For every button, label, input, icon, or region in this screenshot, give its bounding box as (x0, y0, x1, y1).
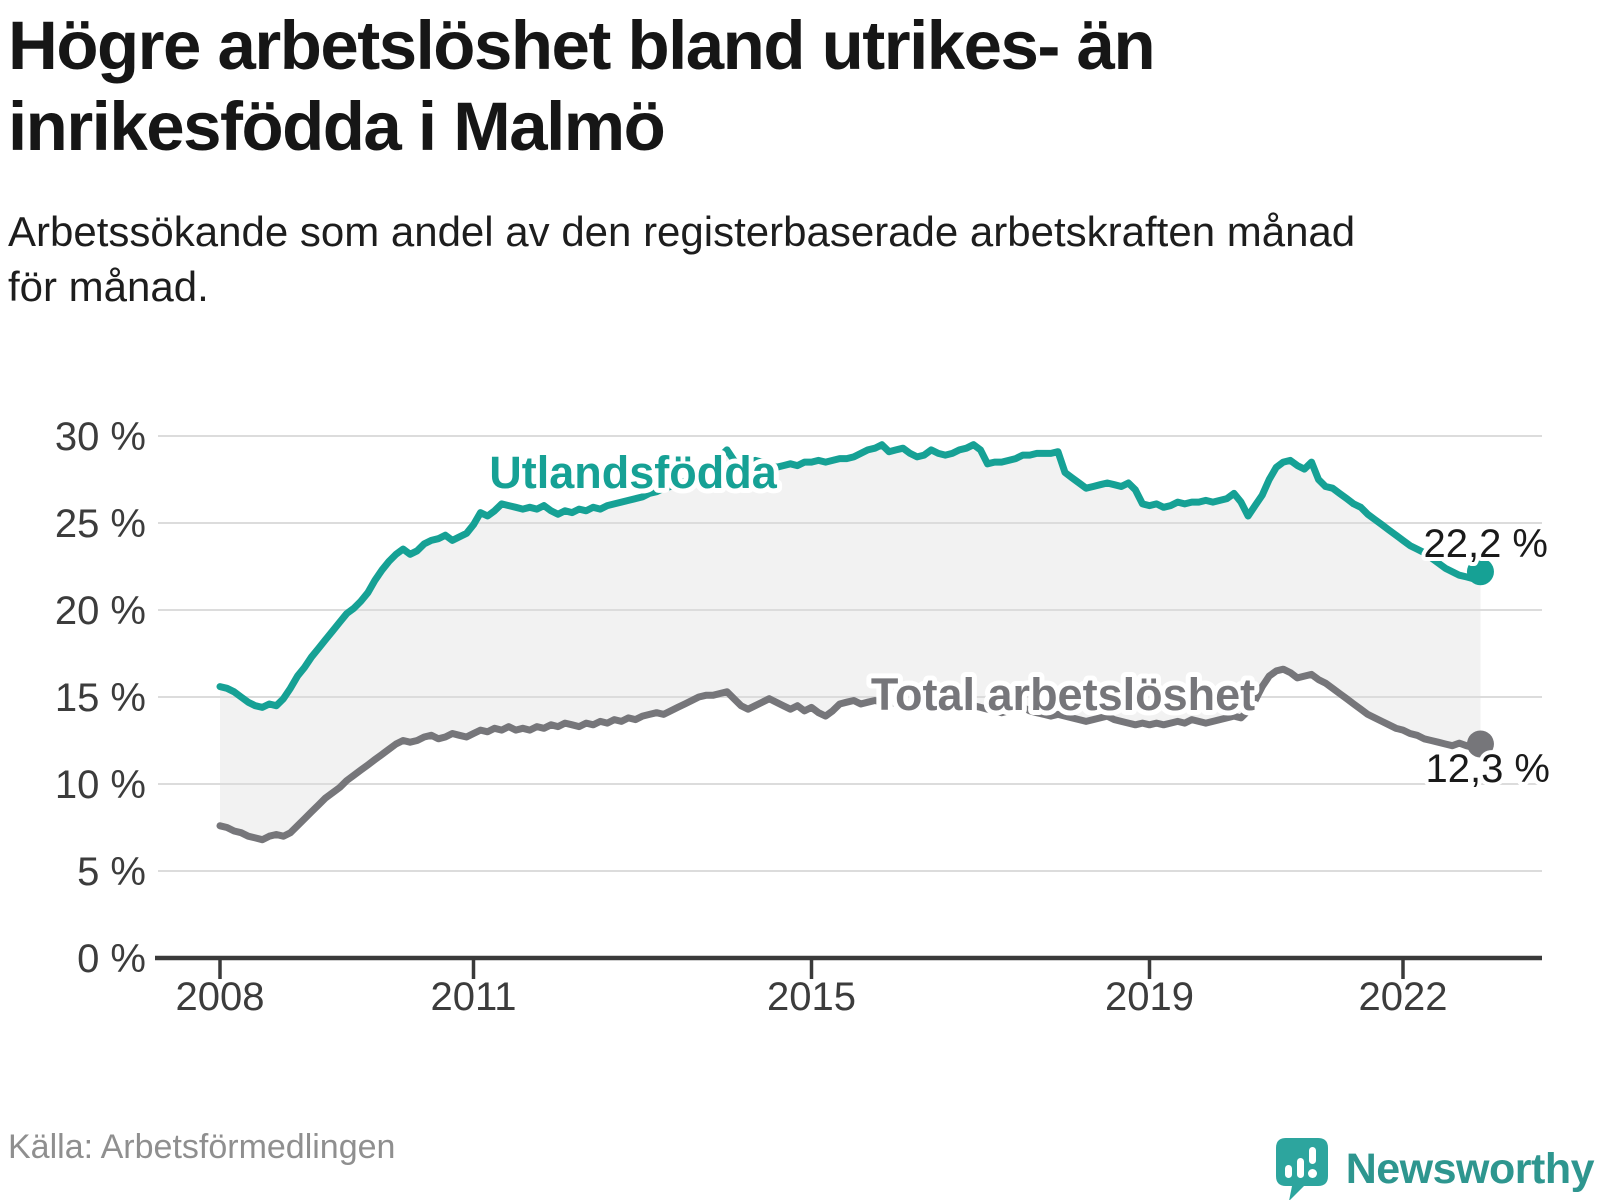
x-tick-label: 2011 (430, 975, 516, 1019)
y-tick-label: 5 % (77, 850, 146, 894)
page-title-line2: inrikesfödda i Malmö (8, 87, 666, 165)
y-tick-label: 30 % (55, 415, 146, 459)
x-tick-label: 2022 (1359, 975, 1448, 1019)
x-tick-label: 2008 (176, 975, 265, 1019)
y-tick-label: 20 % (55, 589, 146, 633)
x-tick-label: 2019 (1105, 975, 1194, 1019)
newsworthy-wordmark: Newsworthy (1345, 1144, 1595, 1193)
x-tick-label: 2015 (767, 975, 856, 1019)
gridline-layer (158, 435, 1542, 872)
chart-subtitle-line1: Arbetssökande som andel av den registerb… (8, 208, 1356, 255)
series-label-utlandsfodda: Utlandsfödda (489, 447, 777, 498)
band-fill-layer (220, 444, 1481, 840)
y-tick-label: 25 % (55, 502, 146, 546)
source-note: Källa: Arbetsförmedlingen (8, 1128, 396, 1166)
newsworthy-icon (1275, 1138, 1328, 1200)
series-end-dot-utlandsfodda (1466, 558, 1494, 586)
axis-layer: 0 % 5 % 10 % 15 % 20 % 25 % 30 % 2008 2011 2015 20… (55, 415, 1542, 1019)
y-tick-label: 15 % (55, 676, 146, 720)
page-title: Högre arbetslöshet bland utrikes- än inr… (8, 6, 1156, 167)
newsworthy-logo: Newsworthy (1274, 1136, 1595, 1200)
series-label-total-arbetsloshet: Total arbetslöshet (871, 669, 1255, 720)
chart-subtitle-line2: för månad. (8, 262, 209, 310)
series-line-utlandsfodda (216, 441, 1484, 711)
end-value-total-arbetsloshet: 12,3 % (1425, 747, 1550, 791)
series-end-dot-total-arbetsloshet (1466, 730, 1494, 758)
y-tick-label: 10 % (55, 763, 146, 807)
series-layer (216, 441, 1494, 844)
page-title-line1: Högre arbetslöshet bland utrikes- än (8, 7, 1156, 84)
band-fill (220, 444, 1481, 840)
chart-subtitle: Arbetssökande som andel av den registerb… (8, 205, 1355, 314)
y-tick-label: 0 % (77, 937, 146, 981)
end-value-utlandsfodda: 22,2 % (1423, 522, 1548, 566)
series-line-total-arbetsloshet (216, 665, 1484, 844)
